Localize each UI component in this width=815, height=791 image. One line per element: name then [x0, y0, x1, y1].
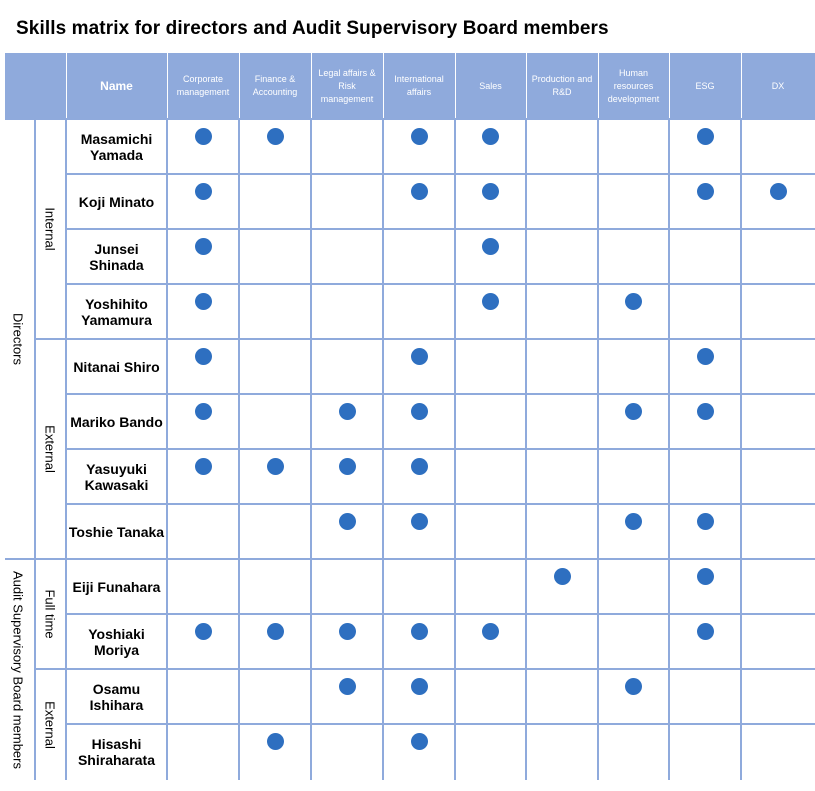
column-header-skill: Legal affairs & Risk management — [318, 67, 376, 104]
skill-marker-icon — [696, 183, 714, 200]
column-header-skill: ESG — [695, 80, 715, 91]
row-divider — [66, 723, 815, 725]
header-divider — [383, 53, 384, 119]
skill-marker-icon — [410, 128, 428, 145]
person-name: Osamu Ishihara — [89, 680, 144, 713]
skill-marker-icon — [696, 513, 714, 530]
subgroup-label: External — [42, 700, 58, 749]
skill-marker-icon — [338, 458, 356, 475]
person-name: Yoshihito Yamamura — [81, 295, 152, 328]
person-name: Masamichi Yamada — [80, 130, 153, 163]
skill-marker-icon — [410, 348, 428, 365]
column-header-skill: Production and R&D — [531, 74, 593, 97]
skill-marker-icon — [410, 678, 428, 695]
skill-marker-icon — [410, 458, 428, 475]
header-divider — [741, 53, 742, 119]
skill-marker-icon — [194, 238, 212, 255]
subgroup-label: External — [42, 425, 58, 473]
column-header-name: Name — [100, 78, 133, 93]
row-divider — [66, 173, 815, 175]
skill-marker-icon — [482, 623, 499, 640]
person-name: Hisashi Shiraharata — [77, 736, 156, 768]
skill-marker-icon — [194, 458, 212, 475]
skill-marker-icon — [194, 183, 212, 200]
skill-marker-icon — [625, 293, 642, 310]
person-name: Nitanai Shiro — [73, 358, 160, 375]
header-divider — [239, 53, 240, 119]
skill-marker-icon — [696, 348, 714, 365]
header-bottom-border — [5, 118, 815, 120]
skill-marker-icon — [194, 348, 212, 365]
skill-marker-icon — [194, 403, 212, 420]
row-divider — [66, 448, 815, 450]
person-name: Yoshiaki Moriya — [88, 625, 145, 658]
person-name: Yasuyuki Kawasaki — [84, 460, 149, 493]
skill-marker-icon — [338, 678, 356, 695]
person-name: Junsei Shinada — [89, 240, 144, 273]
person-name: Mariko Bando — [70, 413, 163, 430]
group-label: Directors — [10, 312, 26, 366]
skill-marker-icon — [338, 403, 356, 420]
skill-marker-icon — [338, 513, 356, 530]
row-divider — [5, 558, 815, 560]
column-header-skill: Sales — [479, 80, 502, 91]
header-divider — [669, 53, 670, 119]
skill-marker-icon — [696, 403, 714, 420]
person-name: Eiji Funahara — [72, 578, 161, 595]
skill-marker-icon — [410, 403, 428, 420]
skill-marker-icon — [194, 293, 212, 310]
person-name: Toshie Tanaka — [68, 523, 165, 540]
page-title: Skills matrix for directors and Audit Su… — [16, 18, 609, 39]
row-divider — [66, 613, 815, 615]
skill-marker-icon — [194, 128, 212, 145]
column-header-skill: Finance & Accounting — [252, 74, 298, 97]
skill-marker-icon — [696, 623, 714, 640]
skill-marker-icon — [266, 458, 284, 475]
row-divider — [66, 393, 815, 395]
column-header-skill: Human resources development — [607, 67, 660, 104]
header-divider — [311, 53, 312, 119]
skill-marker-icon — [266, 733, 284, 750]
subgroup-label: Full time — [42, 589, 58, 639]
row-divider — [35, 338, 815, 340]
header-divider — [526, 53, 527, 119]
header-divider — [66, 53, 67, 119]
skill-marker-icon — [482, 293, 499, 310]
skill-marker-icon — [266, 623, 284, 640]
subgroup-label: Internal — [42, 207, 58, 251]
skill-marker-icon — [482, 128, 499, 145]
skill-marker-icon — [625, 403, 642, 420]
group-label: Audit Supervisory Board members — [10, 570, 26, 769]
table-header — [5, 53, 815, 119]
skill-marker-icon — [410, 623, 428, 640]
person-name: Koji Minato — [78, 193, 155, 210]
skill-marker-icon — [410, 733, 428, 750]
column-header-skill: International affairs — [394, 74, 444, 97]
column-divider — [34, 119, 36, 780]
skill-marker-icon — [625, 513, 642, 530]
skill-marker-icon — [194, 623, 212, 640]
skill-marker-icon — [410, 513, 428, 530]
skill-marker-icon — [338, 623, 356, 640]
skill-marker-icon — [696, 568, 714, 585]
column-header-skill: DX — [771, 80, 785, 91]
skill-marker-icon — [553, 568, 571, 585]
header-divider — [167, 53, 168, 119]
skill-marker-icon — [482, 183, 499, 200]
row-divider — [66, 283, 815, 285]
skill-marker-icon — [410, 183, 428, 200]
row-divider — [66, 228, 815, 230]
row-divider — [35, 668, 815, 670]
skill-marker-icon — [266, 128, 284, 145]
skill-marker-icon — [625, 678, 642, 695]
row-divider — [66, 503, 815, 505]
skill-marker-icon — [482, 238, 499, 255]
skill-marker-icon — [769, 183, 787, 200]
header-divider — [455, 53, 456, 119]
skill-marker-icon — [696, 128, 714, 145]
column-header-skill: Corporate management — [176, 74, 230, 97]
header-divider — [598, 53, 599, 119]
